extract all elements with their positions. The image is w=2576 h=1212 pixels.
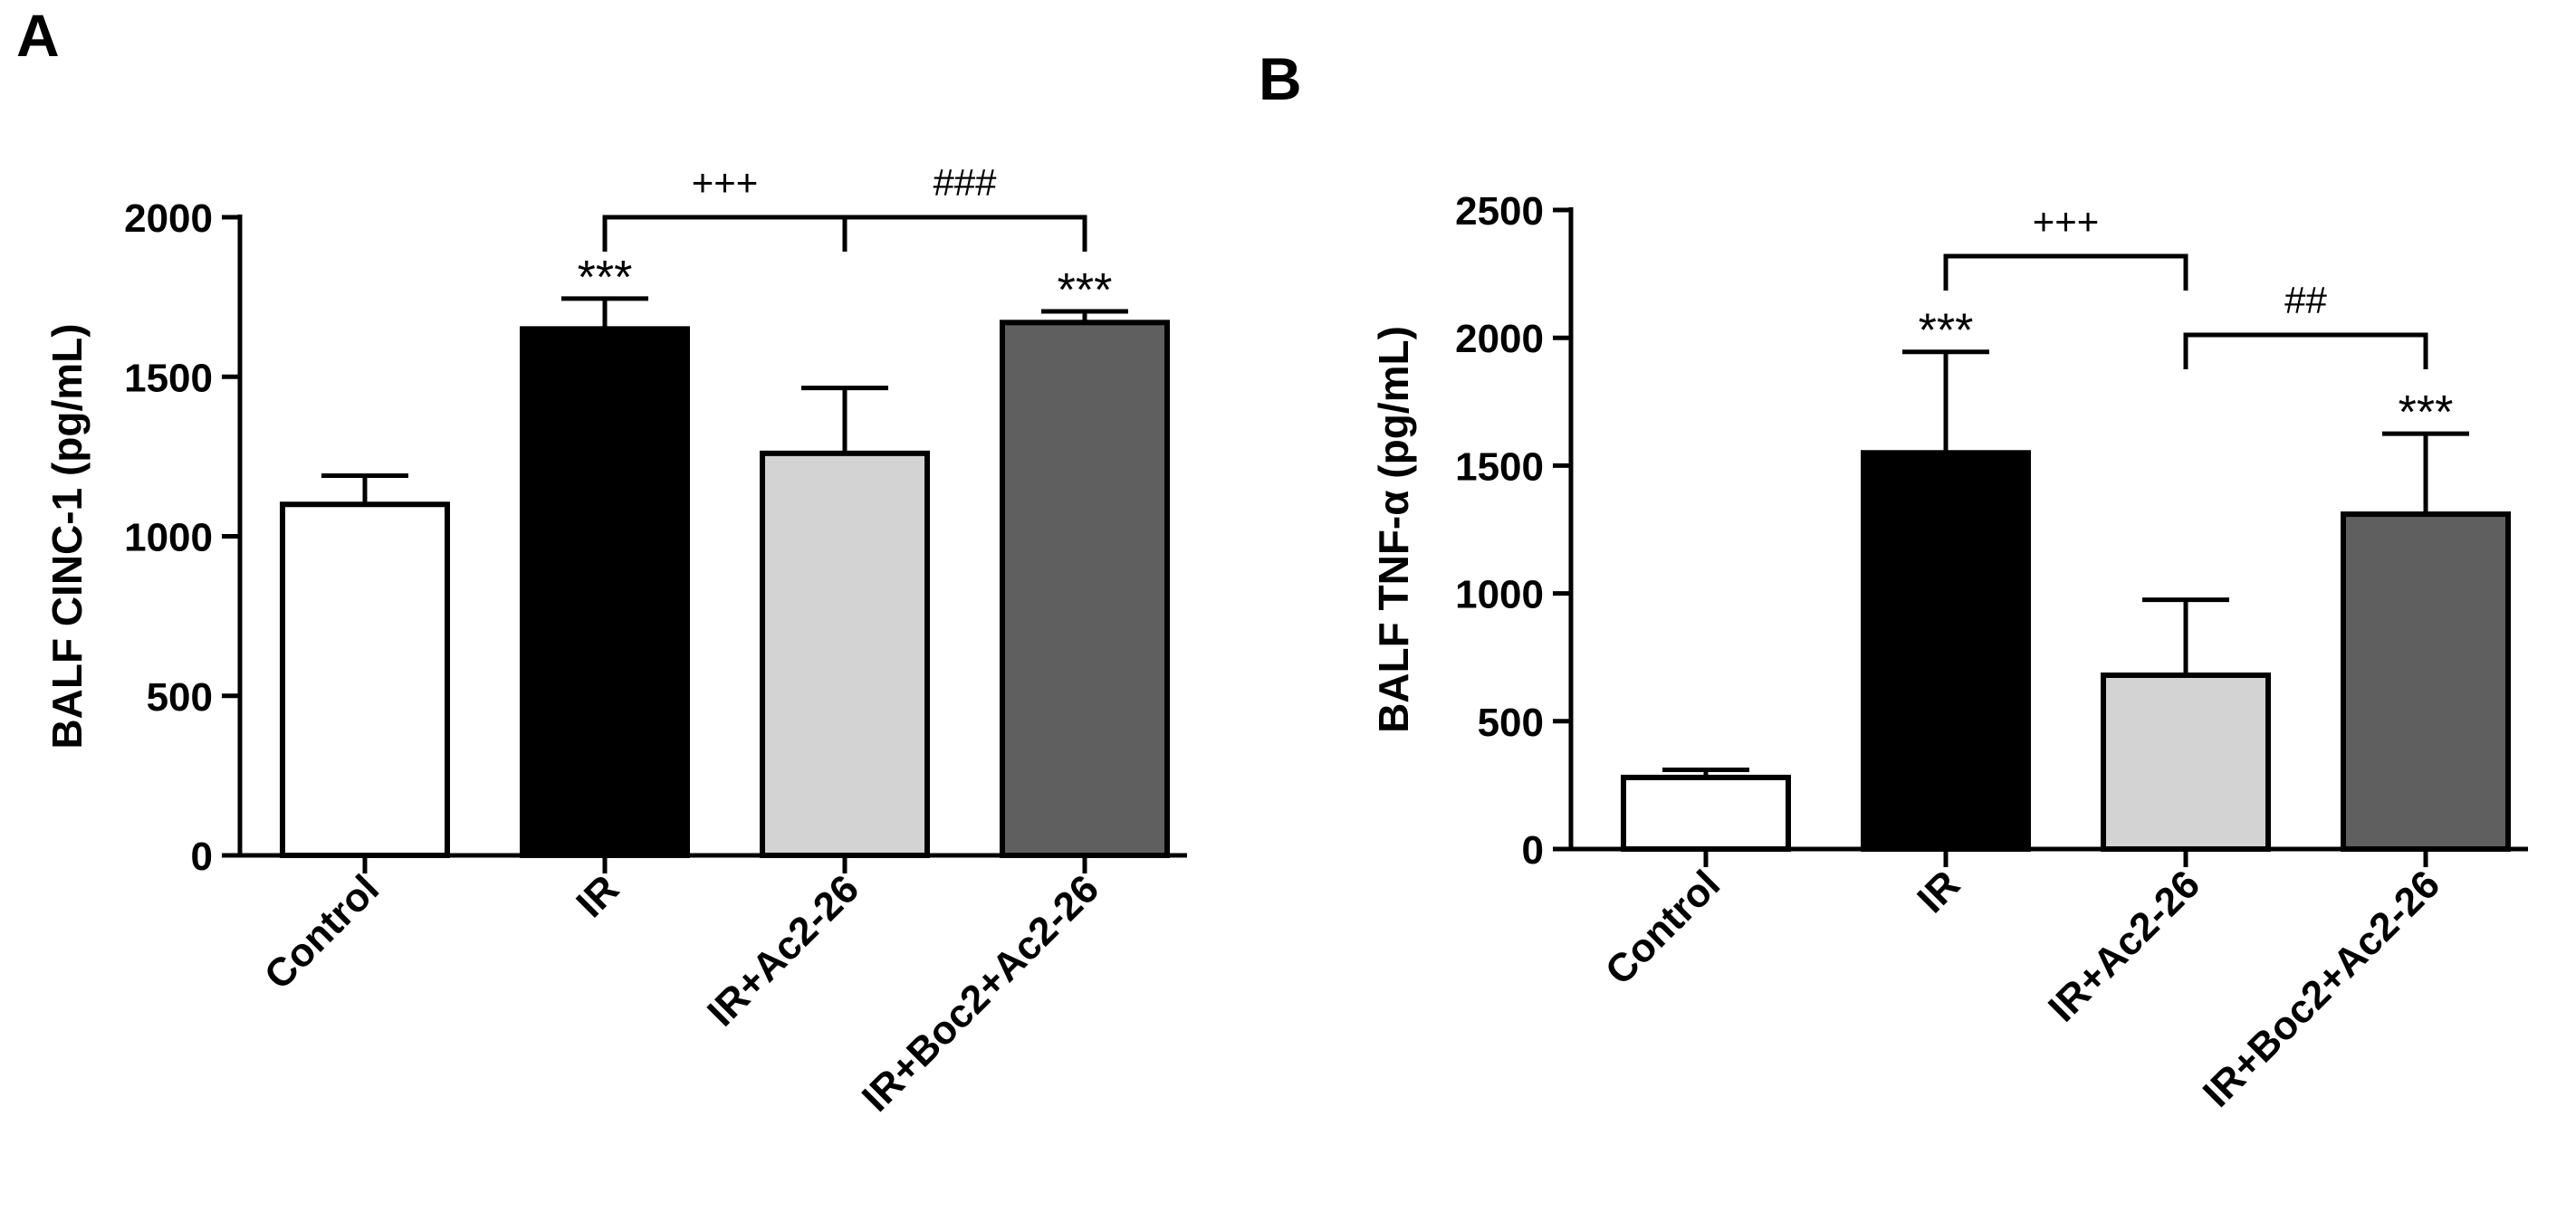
y-tick-label: 0: [191, 835, 213, 879]
panel-b-chart: B 0 500 1000 1500 2000 2500 BALF TNF-α (pg/mL) C…: [1259, 45, 2528, 1116]
bar: [760, 450, 930, 858]
significance-marker: ***: [2399, 387, 2454, 439]
y-tick-label: 2000: [1455, 317, 1544, 361]
comparison-bracket: [602, 215, 847, 252]
y-tick-label: 2000: [124, 196, 213, 241]
bar: [1621, 774, 1791, 852]
bracket-label: ##: [2284, 279, 2327, 321]
significance-marker: ***: [1058, 264, 1113, 317]
bar: [520, 326, 690, 858]
bar: [2341, 511, 2511, 853]
x-tick-label: IR+Ac2-26: [2040, 862, 2208, 1030]
comparison-bracket: [842, 215, 1087, 252]
y-tick-label: 500: [147, 675, 213, 720]
panel-label: A: [16, 2, 60, 69]
bracket-label: +++: [692, 161, 759, 204]
bar: [1000, 320, 1170, 858]
panel-label: B: [1259, 45, 1302, 112]
y-tick-label: 0: [1522, 828, 1544, 873]
x-tick-label: IR+Boc2+Ac2-26: [854, 866, 1107, 1120]
significance-marker: ***: [1919, 305, 1974, 358]
y-tick-label: 1500: [1455, 444, 1544, 489]
panel-a-chart: A 0 500 1000 1500 2000 BALF CINC-1 (pg/mL) Cont…: [16, 2, 1187, 1121]
y-tick-label: 1000: [1455, 573, 1544, 617]
bracket-label: +++: [2033, 200, 2100, 243]
bar: [2101, 672, 2271, 853]
bracket-label: ###: [933, 161, 997, 204]
x-tick-label: IR: [1909, 862, 1968, 921]
x-tick-label: Control: [256, 866, 388, 997]
bar: [1861, 450, 2031, 852]
x-tick-label: Control: [1597, 862, 1729, 993]
comparison-bracket: [1943, 253, 2188, 291]
bar: [280, 501, 450, 858]
x-tick-label: IR+Ac2-26: [699, 866, 867, 1035]
significance-marker: ***: [578, 252, 633, 304]
y-tick-label: 1000: [124, 516, 213, 560]
y-tick-label: 2500: [1455, 189, 1544, 234]
y-axis-label: BALF CINC-1 (pg/mL): [43, 323, 91, 749]
x-tick-label: IR: [568, 866, 627, 926]
x-tick-label: IR+Boc2+Ac2-26: [2195, 862, 2448, 1115]
y-tick-label: 500: [1478, 701, 1544, 745]
y-axis-label: BALF TNF-α (pg/mL): [1370, 326, 1417, 733]
comparison-bracket: [2183, 332, 2428, 369]
y-tick-label: 1500: [124, 356, 213, 400]
